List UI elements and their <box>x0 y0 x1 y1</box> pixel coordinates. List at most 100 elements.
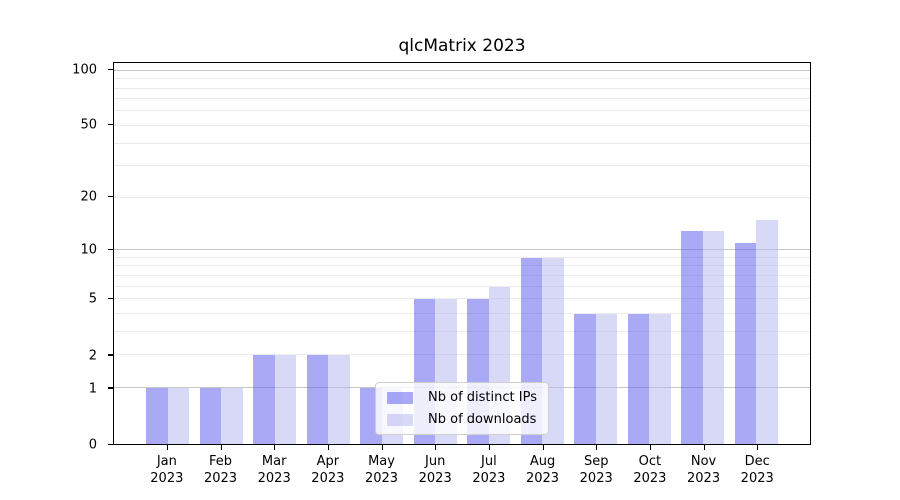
legend: Nb of distinct IPs Nb of downloads <box>375 382 549 435</box>
bar-nb-of-downloads <box>274 355 297 444</box>
y-axis-tick-mark <box>108 298 113 300</box>
x-slot-jun-2023: Jun 2023 <box>408 445 462 497</box>
x-slot-apr-2023: Apr 2023 <box>301 445 355 497</box>
y-axis: 0 1 2 5 10 20 50 100 <box>0 62 113 452</box>
y-axis-tick-mark <box>108 387 113 389</box>
x-axis-tick-label: Nov 2023 <box>687 454 721 486</box>
gridline <box>114 298 810 300</box>
bar-group-feb-2023 <box>195 63 249 444</box>
gridline <box>114 142 810 144</box>
x-slot-dec-2023: Dec 2023 <box>730 445 784 497</box>
x-axis-tick-mark <box>757 445 759 450</box>
x-axis-tick-label: Dec 2023 <box>740 454 774 486</box>
y-axis-tick-label: 10 <box>80 242 97 258</box>
x-slot-oct-2023: Oct 2023 <box>623 445 677 497</box>
gridline <box>114 196 810 198</box>
x-axis-tick-mark <box>327 445 330 450</box>
bar-nb-of-distinct-ips <box>146 387 168 444</box>
bar-nb-of-distinct-ips <box>306 355 329 444</box>
x-axis-tick-mark <box>649 445 652 450</box>
gridline <box>114 98 810 100</box>
gridline <box>114 87 810 89</box>
x-axis: Jan 2023 Feb 2023 Mar 2023 Apr 2023 May 2023… <box>113 445 811 497</box>
y-axis-tick-mark <box>108 443 113 445</box>
y-axis-tick-label: 50 <box>80 117 97 133</box>
x-slot-aug-2023: Aug 2023 <box>516 445 570 497</box>
legend-swatch-nb-of-downloads <box>387 413 414 426</box>
bar-group-oct-2023 <box>623 63 677 444</box>
y-axis-tick-label: 5 <box>88 291 97 307</box>
x-axis-tick-mark <box>166 445 169 450</box>
x-slot-nov-2023: Nov 2023 <box>677 445 731 497</box>
legend-swatch-nb-of-distinct-ips <box>387 391 414 404</box>
x-slot-may-2023: May 2023 <box>355 445 409 497</box>
gridline <box>114 265 810 267</box>
y-axis-tick-label: 20 <box>80 189 97 205</box>
x-axis-tick-label: Mar 2023 <box>257 454 291 486</box>
bar-nb-of-distinct-ips <box>627 313 650 444</box>
x-slot-jan-2023: Jan 2023 <box>140 445 194 497</box>
x-axis-tick-mark <box>220 445 222 450</box>
x-axis-tick-label: Oct 2023 <box>633 454 667 486</box>
gridline <box>114 354 810 356</box>
bar-nb-of-distinct-ips <box>199 387 222 444</box>
x-axis-tick-label: Aug 2023 <box>525 454 560 486</box>
x-axis-tick-label: Jan 2023 <box>150 454 184 486</box>
gridline <box>114 249 810 251</box>
x-slot-sep-2023: Sep 2023 <box>569 445 623 497</box>
y-axis-tick-mark <box>108 354 113 356</box>
bar-nb-of-distinct-ips <box>574 313 596 444</box>
x-axis-tick-label: Sep 2023 <box>579 454 613 486</box>
bar-nb-of-downloads <box>595 313 618 444</box>
x-axis-tick-label: Feb 2023 <box>203 454 238 486</box>
gridline <box>114 78 810 80</box>
gridline <box>114 312 810 314</box>
bar-group-mar-2023 <box>248 63 302 444</box>
bar-nb-of-downloads <box>649 313 671 444</box>
legend-label: Nb of distinct IPs <box>428 390 537 405</box>
x-slot-feb-2023: Feb 2023 <box>194 445 248 497</box>
legend-row: Nb of downloads <box>387 412 537 427</box>
bar-group-sep-2023 <box>569 63 623 444</box>
x-axis-tick-label: Jun 2023 <box>418 454 452 486</box>
gridline <box>114 124 810 126</box>
x-slot-jul-2023: Jul 2023 <box>462 445 516 497</box>
y-axis-tick-label: 2 <box>88 348 97 364</box>
bar-group-jan-2023 <box>141 63 195 444</box>
x-axis-tick-mark <box>435 445 437 450</box>
y-axis-tick-mark <box>108 124 113 126</box>
x-axis-tick-mark <box>542 445 544 450</box>
y-axis-tick-label: 100 <box>72 62 97 78</box>
bar-nb-of-distinct-ips <box>681 230 703 444</box>
gridline <box>114 330 810 332</box>
plot-area: Nb of distinct IPs Nb of downloads <box>113 62 811 445</box>
y-axis-tick-mark <box>108 68 113 70</box>
gridline <box>114 274 810 276</box>
x-axis-tick-mark <box>274 445 276 450</box>
x-axis-tick-mark <box>488 445 491 450</box>
x-axis-tick-mark <box>381 445 383 450</box>
bar-nb-of-distinct-ips <box>734 242 757 444</box>
bar-nb-of-downloads <box>702 230 725 444</box>
y-axis-tick-label: 1 <box>88 381 97 397</box>
y-axis-tick-mark <box>108 248 113 250</box>
bar-group-dec-2023 <box>730 63 784 444</box>
legend-row: Nb of distinct IPs <box>387 390 537 405</box>
legend-label: Nb of downloads <box>428 412 537 427</box>
gridline <box>114 110 810 112</box>
x-axis-tick-label: Apr 2023 <box>311 454 345 486</box>
gridline <box>114 69 810 71</box>
x-axis-tick-mark <box>703 445 705 450</box>
bar-nb-of-distinct-ips <box>253 355 275 444</box>
chart-title: qlcMatrix 2023 <box>398 36 526 56</box>
y-axis-tick-mark <box>108 196 113 198</box>
x-axis-tick-label: Jul 2023 <box>472 454 506 486</box>
bar-nb-of-downloads <box>328 355 350 444</box>
x-axis-tick-mark <box>596 445 598 450</box>
gridline <box>114 256 810 258</box>
gridline <box>114 165 810 167</box>
bar-group-apr-2023 <box>302 63 356 444</box>
x-axis-tick-label: May 2023 <box>364 454 399 486</box>
y-axis-tick-label: 0 <box>88 437 97 453</box>
